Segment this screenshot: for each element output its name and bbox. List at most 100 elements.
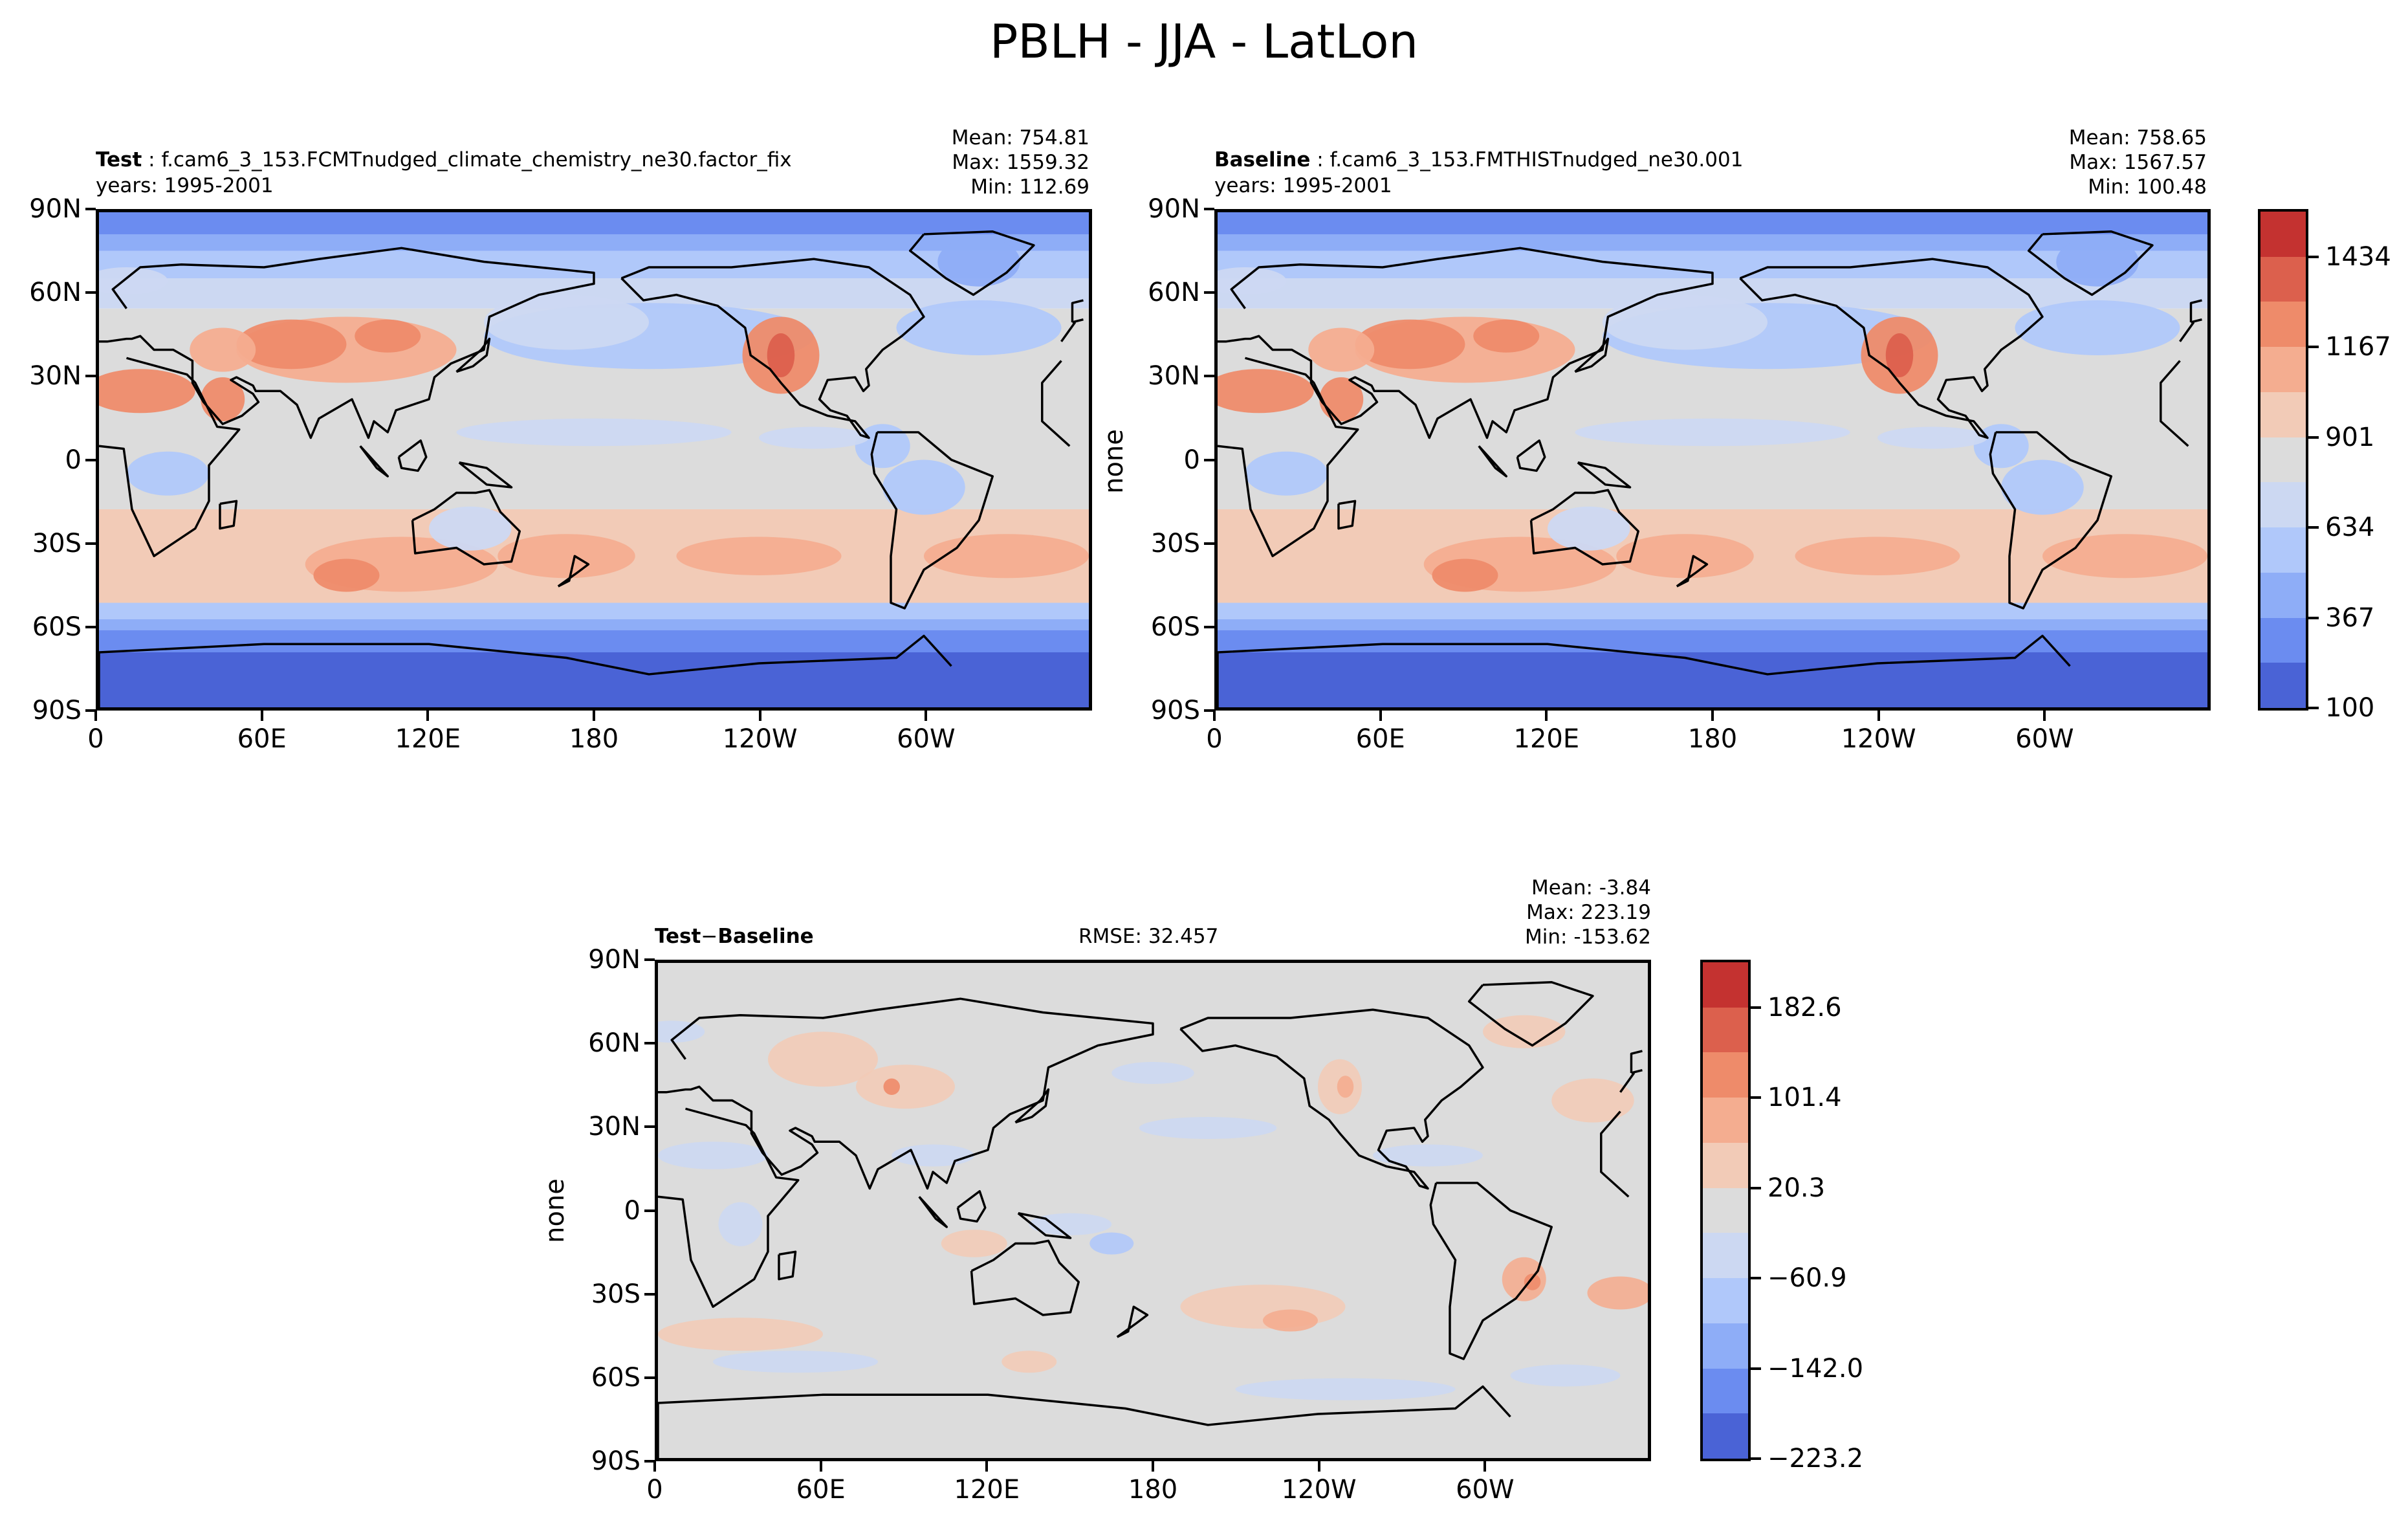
diff-rmse: RMSE: 32.457 — [1078, 925, 1219, 948]
colorbar-tick-label: 367 — [2325, 602, 2375, 633]
lon-tick-label: 120W — [722, 724, 798, 754]
test-min: Min: 112.69 — [970, 175, 1089, 199]
lon-tick — [94, 711, 97, 721]
lat-tick — [85, 208, 96, 210]
lat-tick-label: 90S — [32, 696, 82, 725]
colorbar-tick-label: 634 — [2325, 513, 2375, 543]
baseline-max: Max: 1567.57 — [2069, 151, 2207, 174]
lat-tick-label: 30S — [591, 1279, 640, 1309]
coastlines — [1218, 230, 2202, 707]
diff-map — [655, 960, 1651, 1461]
lon-tick-label: 180 — [1128, 1475, 1178, 1505]
test-max: Max: 1559.32 — [952, 151, 1089, 174]
panel-baseline-field — [1218, 212, 2207, 707]
baseline-label: Baseline — [1214, 148, 1311, 171]
baseline-map — [1214, 209, 2211, 711]
lat-tick — [1204, 458, 1214, 461]
colorbar-level — [1703, 1142, 1748, 1188]
colorbar-level — [1703, 1006, 1748, 1053]
colorbar-tick-label: −142.0 — [1768, 1353, 1864, 1384]
coastlines — [658, 980, 1643, 1458]
lat-tick-label: 60N — [29, 278, 82, 308]
colorbar-tick — [2308, 255, 2319, 258]
lon-tick-label: 60E — [1355, 724, 1405, 754]
lon-tick-label: 60W — [2015, 724, 2074, 754]
colorbar-tick — [1751, 1096, 1761, 1099]
lat-tick — [85, 291, 96, 294]
colorbar-level — [1703, 962, 1748, 1008]
lon-tick — [260, 711, 263, 721]
lon-tick-label: 60E — [237, 724, 287, 754]
diff-min: Min: -153.62 — [1525, 925, 1651, 949]
lat-tick — [1204, 542, 1214, 545]
lat-tick-label: 60S — [32, 612, 82, 642]
baseline-min: Min: 100.48 — [2088, 175, 2207, 199]
colorbar-tick — [2308, 346, 2319, 349]
colorbar-tick-label: 1167 — [2325, 332, 2391, 362]
lon-tick — [2043, 711, 2046, 721]
lat-tick-label: 90S — [1150, 696, 1200, 725]
colorbar-level — [2260, 346, 2306, 392]
lat-tick-label: 90N — [588, 945, 640, 975]
lat-tick-label: 30N — [588, 1112, 640, 1142]
lat-tick — [85, 375, 96, 378]
lat-tick — [1204, 375, 1214, 378]
lon-tick-label: 180 — [569, 724, 619, 754]
lat-tick — [644, 1209, 655, 1212]
lat-tick-label: 30N — [1148, 361, 1200, 392]
diff-label-test: Test — [655, 925, 701, 948]
colorbar-level — [1703, 1277, 1748, 1323]
lat-tick — [644, 1292, 655, 1296]
lon-tick-label: 0 — [87, 724, 104, 754]
lat-tick-label: 0 — [1183, 445, 1200, 475]
colorbar-level — [2260, 256, 2306, 302]
lon-tick — [653, 1461, 656, 1472]
lon-tick — [1545, 711, 1548, 721]
lon-tick-label: 120E — [954, 1475, 1020, 1505]
diff-label-sep: − — [701, 925, 718, 948]
colorbar-level — [1703, 1322, 1748, 1369]
test-map — [96, 209, 1092, 711]
colorbar-level — [2260, 436, 2306, 483]
baseline-ylabel: none — [1099, 429, 1129, 494]
diff-header: Test−Baseline — [655, 924, 814, 949]
main-colorbar — [2258, 209, 2308, 711]
lat-tick — [644, 1376, 655, 1379]
colorbar-level — [1703, 1052, 1748, 1098]
lat-tick — [85, 625, 96, 628]
colorbar-tick — [1751, 1006, 1761, 1009]
diff-ylabel: none — [540, 1178, 570, 1243]
lon-tick — [1152, 1461, 1154, 1472]
lon-tick — [1379, 711, 1382, 721]
lon-tick-label: 120E — [1513, 724, 1580, 754]
lat-tick — [644, 958, 655, 961]
lat-tick-label: 30S — [1150, 528, 1200, 558]
lat-tick — [644, 1125, 655, 1129]
lon-tick-label: 180 — [1687, 724, 1738, 754]
colorbar-level — [1703, 1187, 1748, 1233]
coastlines — [99, 230, 1084, 707]
panel-diff-field — [658, 963, 1648, 1458]
lat-tick-label: 30N — [29, 361, 82, 392]
test-stats: Mean: 754.81 Max: 1559.32 Min: 112.69 — [952, 126, 1089, 199]
lon-tick-label: 120W — [1281, 1475, 1357, 1505]
colorbar-level — [2260, 527, 2306, 573]
colorbar-level — [1703, 1413, 1748, 1459]
lat-tick — [644, 1042, 655, 1045]
diff-mean: Mean: -3.84 — [1531, 876, 1651, 900]
baseline-case: f.cam6_3_153.FMTHISTnudged_ne30.001 — [1330, 148, 1744, 171]
colorbar-level — [1703, 1367, 1748, 1414]
colorbar-tick-label: −223.2 — [1768, 1444, 1864, 1474]
lat-tick — [1204, 625, 1214, 628]
lat-tick-label: 90S — [591, 1446, 640, 1476]
test-header: Test : f.cam6_3_153.FCMTnudged_climate_c… — [96, 148, 792, 171]
colorbar-level — [2260, 662, 2306, 708]
lat-tick-label: 60N — [1148, 278, 1200, 308]
colorbar-tick-label: 101.4 — [1768, 1083, 1842, 1113]
colorbar-tick-label: 182.6 — [1768, 992, 1842, 1022]
lat-tick-label: 0 — [624, 1195, 640, 1226]
lat-tick-label: 60N — [588, 1028, 640, 1059]
baseline-header: Baseline : f.cam6_3_153.FMTHISTnudged_ne… — [1214, 148, 1744, 171]
diff-max: Max: 223.19 — [1526, 901, 1651, 924]
lon-tick — [426, 711, 430, 721]
